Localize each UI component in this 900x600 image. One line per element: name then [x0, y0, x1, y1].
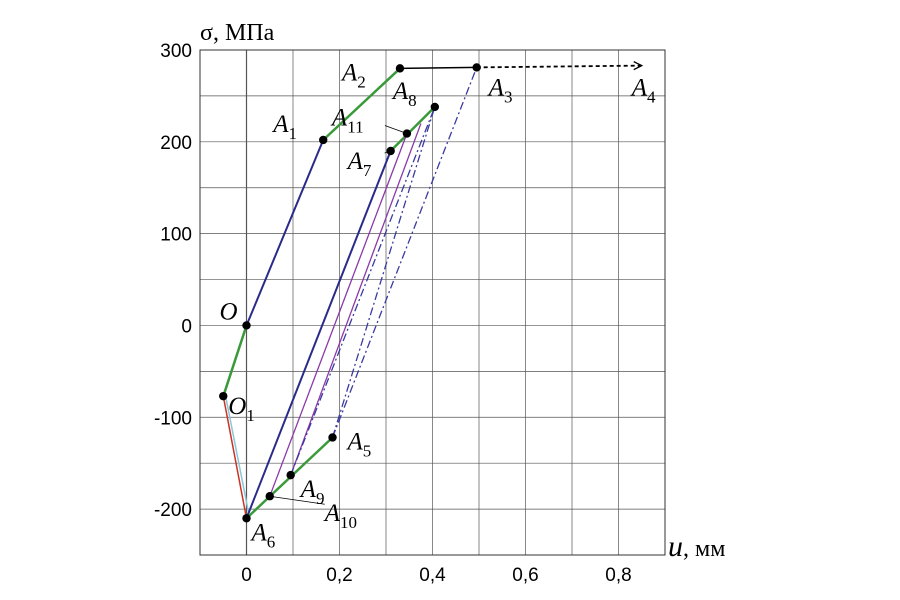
x-tick-label: 0 — [241, 565, 252, 586]
grid — [199, 49, 666, 556]
leader-line — [384, 150, 391, 154]
y-tick-label: -100 — [154, 408, 192, 429]
y-tick-label: 200 — [160, 133, 192, 154]
point-label: A6 — [250, 519, 276, 551]
series-line — [222, 396, 248, 519]
series-line — [399, 66, 477, 70]
leader-lines — [269, 125, 408, 505]
x-axis-title: u, мм — [668, 530, 725, 563]
plot-frame — [199, 49, 666, 556]
point-label: A7 — [346, 148, 372, 180]
series-line — [290, 123, 422, 476]
point-markers — [219, 63, 481, 523]
point-label: A1 — [271, 111, 297, 143]
series-line — [476, 64, 642, 69]
series-line — [269, 133, 408, 497]
y-tick-label: 100 — [160, 225, 192, 246]
point-marker — [472, 63, 481, 72]
point-label: A5 — [346, 428, 372, 460]
point-marker — [265, 492, 274, 501]
y-tick-label: 300 — [160, 41, 192, 62]
y-tick-label: 0 — [181, 316, 192, 337]
point-label: A11 — [330, 105, 364, 137]
point-marker — [328, 433, 337, 442]
point-label: A3 — [487, 74, 513, 106]
series-line — [331, 106, 436, 438]
arrow-head — [633, 61, 644, 71]
x-tick-label: 0,4 — [419, 565, 446, 586]
series-line — [389, 106, 436, 152]
point-marker — [242, 321, 251, 330]
x-tick-labels: 0 0,2 0,4 0,6 0,8 — [241, 565, 632, 586]
point-marker — [286, 470, 295, 480]
point-marker — [219, 391, 228, 401]
x-axis-title-var: u — [668, 530, 683, 563]
point-marker — [319, 135, 328, 145]
point-label: A8 — [391, 78, 417, 110]
point-marker — [242, 514, 251, 523]
point-label: A10 — [323, 500, 357, 532]
series-line — [224, 396, 250, 514]
y-tick-label: -200 — [154, 500, 192, 521]
point-marker — [395, 64, 405, 73]
x-axis-title-unit: , мм — [683, 536, 725, 562]
series-line — [222, 139, 325, 397]
leader-line — [269, 495, 325, 505]
x-tick-label: 0,6 — [512, 565, 538, 586]
point-label: A4 — [630, 75, 656, 107]
point-label: O — [220, 298, 238, 325]
y-axis-title: σ, МПа — [200, 20, 275, 46]
point-label: A2 — [340, 59, 366, 91]
x-tick-label: 0,2 — [326, 565, 352, 586]
series-line — [222, 325, 248, 397]
point-marker — [430, 102, 440, 112]
series-line — [290, 106, 436, 476]
series-line — [331, 67, 478, 438]
point-label: O1 — [228, 393, 255, 425]
series-line — [245, 150, 392, 519]
point-label: A9 — [299, 476, 325, 508]
leader-line — [384, 125, 408, 134]
y-tick-labels: 300 200 100 0 -100 -200 — [154, 41, 192, 521]
x-tick-label: 0,8 — [605, 565, 631, 586]
series-line — [322, 67, 401, 141]
